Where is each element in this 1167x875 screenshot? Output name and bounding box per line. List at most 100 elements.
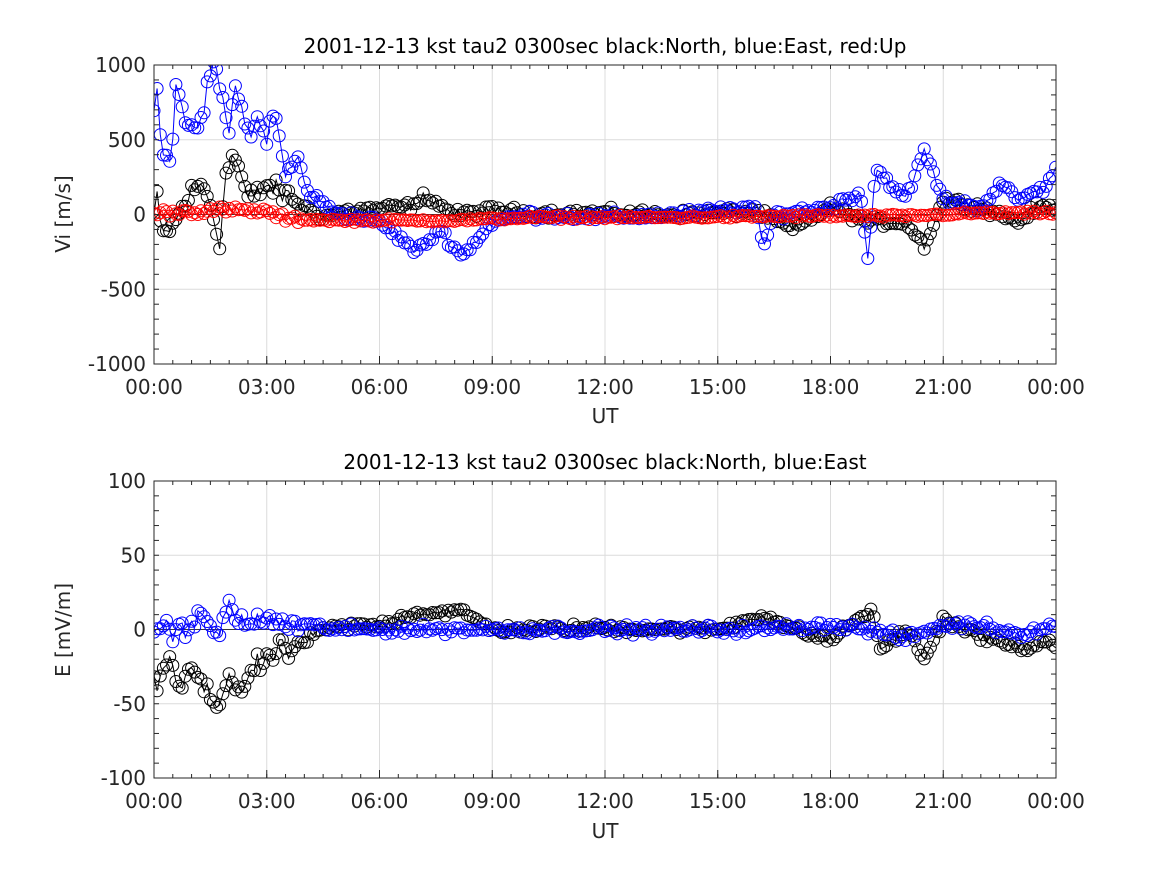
efield-point-east: [770, 619, 784, 633]
velocity-point-east: [845, 194, 859, 208]
efield-point-east: [426, 623, 440, 637]
velocity-point-east: [923, 157, 937, 171]
velocity-point-up: [260, 204, 274, 218]
efield-point-east: [905, 625, 919, 639]
velocity-panel: 00:00 03:00 06:00 09:00 12:00 15:00 18:00 21:00…: [51, 34, 1085, 428]
velocity-point-up: [160, 205, 173, 219]
efield-point-north: [426, 606, 440, 619]
velocity-point-north: [413, 194, 427, 208]
velocity-point-north: [379, 199, 393, 213]
velocity-y-tick-label: 1000: [95, 53, 146, 77]
efield-y-tick-label: -50: [113, 692, 146, 716]
velocity-point-up: [185, 208, 199, 222]
velocity-point-east: [216, 91, 230, 104]
velocity-point-up: [288, 209, 302, 223]
velocity-point-up: [601, 210, 615, 224]
velocity-point-east: [398, 236, 411, 250]
velocity-point-north: [185, 178, 199, 192]
efield-point-north: [282, 651, 296, 665]
efield-point-east: [820, 621, 834, 634]
velocity-point-up: [416, 213, 430, 227]
efield-point-east: [1002, 623, 1016, 637]
velocity-chart-title: 2001-12-13 kst tau2 0300sec black:North,…: [304, 34, 907, 58]
efield-point-east: [826, 621, 840, 634]
velocity-point-north: [213, 242, 227, 256]
velocity-y-axis-label: Vi [m/s]: [51, 175, 75, 252]
velocity-point-up: [488, 212, 502, 225]
velocity-point-up: [939, 208, 953, 222]
velocity-point-up: [823, 210, 837, 224]
velocity-point-up: [181, 204, 195, 218]
velocity-point-up: [322, 215, 336, 229]
efield-point-north: [219, 679, 233, 693]
velocity-point-up: [476, 212, 490, 226]
efield-point-east: [210, 625, 224, 639]
efield-point-east: [761, 621, 775, 635]
velocity-point-north: [247, 189, 261, 203]
velocity-point-east: [701, 201, 715, 215]
velocity-x-tick-label: 18:00: [802, 375, 860, 399]
velocity-point-up: [385, 215, 399, 229]
efield-point-east: [607, 621, 621, 635]
efield-point-east: [573, 627, 587, 640]
velocity-x-tick-label: 12:00: [576, 375, 634, 399]
velocity-point-north: [253, 188, 267, 202]
velocity-point-north: [156, 224, 170, 238]
efield-point-east: [376, 623, 389, 636]
efield-ticks: 00:00 03:00 06:00 09:00 12:00 15:00 18:00 21:00…: [101, 469, 1085, 813]
efield-point-north: [1036, 635, 1050, 649]
velocity-point-east: [1042, 172, 1056, 185]
velocity-point-up: [200, 204, 214, 218]
velocity-point-up: [877, 210, 890, 224]
velocity-point-up: [617, 211, 631, 225]
velocity-point-up: [191, 208, 205, 221]
velocity-point-up: [914, 208, 928, 222]
velocity-point-up: [970, 206, 984, 220]
velocity-point-up: [188, 206, 202, 220]
velocity-point-north: [363, 200, 377, 214]
efield-point-east: [510, 624, 524, 638]
velocity-point-east: [635, 207, 649, 221]
velocity-point-up: [282, 211, 296, 225]
efield-point-east: [338, 620, 352, 633]
velocity-point-up: [253, 205, 267, 219]
velocity-point-east: [285, 160, 299, 174]
velocity-point-up: [761, 209, 775, 223]
velocity-point-east: [995, 179, 1009, 193]
efield-point-north: [247, 664, 261, 678]
velocity-point-up: [902, 208, 915, 222]
velocity-point-east: [172, 88, 186, 101]
velocity-point-up: [523, 209, 537, 223]
velocity-point-north: [914, 232, 928, 246]
efield-x-tick-label: 15:00: [689, 789, 747, 813]
velocity-point-east: [817, 200, 831, 214]
velocity-point-up: [482, 211, 496, 225]
velocity-point-up: [238, 203, 252, 217]
efield-point-east: [178, 631, 192, 644]
efield-point-east: [748, 621, 762, 635]
velocity-point-up: [232, 203, 245, 217]
efield-point-north: [864, 602, 878, 616]
efield-point-east: [275, 612, 289, 626]
velocity-point-east: [401, 236, 415, 250]
velocity-point-east: [232, 92, 245, 106]
velocity-point-east: [930, 178, 944, 192]
velocity-point-up: [848, 210, 862, 224]
efield-point-north: [197, 685, 211, 699]
velocity-point-up: [654, 210, 668, 224]
velocity-point-east: [898, 189, 912, 203]
velocity-point-north: [154, 184, 164, 198]
efield-point-east: [726, 624, 740, 638]
electric-field-panel: 00:00 03:00 06:00 09:00 12:00 15:00 18:00 21:00…: [51, 450, 1085, 843]
velocity-point-up: [244, 206, 258, 220]
velocity-point-north: [338, 204, 352, 218]
velocity-point-east: [163, 154, 177, 168]
efield-point-east: [639, 618, 652, 632]
efield-point-north: [423, 608, 436, 622]
velocity-point-north: [238, 179, 252, 193]
velocity-point-up: [595, 210, 609, 224]
velocity-point-up: [1017, 207, 1031, 221]
velocity-point-north: [423, 193, 436, 207]
velocity-point-east: [473, 231, 487, 244]
velocity-point-east: [238, 117, 252, 131]
